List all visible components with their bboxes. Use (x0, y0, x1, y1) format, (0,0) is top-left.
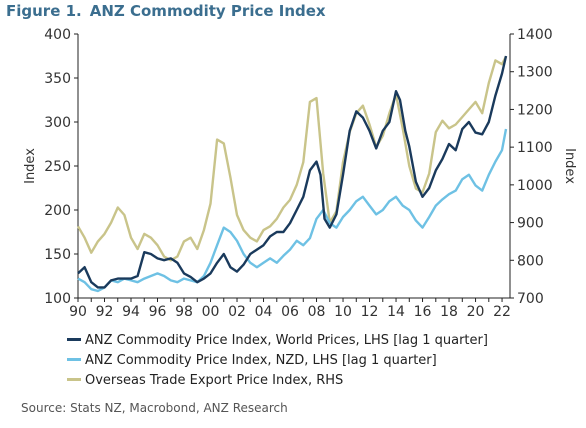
x-tick-label: 98 (175, 304, 193, 320)
series-line-export (76, 56, 508, 262)
x-tick-label: 10 (334, 304, 352, 320)
y-right-tick-label: 1300 (517, 65, 553, 81)
x-tick-label: 06 (281, 304, 299, 320)
y-right-axis-label: Index (562, 148, 577, 184)
x-tick-label: 16 (414, 304, 432, 320)
legend: ANZ Commodity Price Index, World Prices,… (67, 331, 488, 391)
chart-series (76, 55, 508, 293)
y-left-axis-label: Index (23, 148, 38, 184)
legend-swatch-export (67, 378, 81, 381)
legend-label-export: Overseas Trade Export Price Index, RHS (85, 373, 344, 388)
chart-axes: 1001502002503003504007008009001000110012… (44, 27, 552, 320)
y-right-tick-label: 1400 (517, 27, 553, 43)
legend-item-export: Overseas Trade Export Price Index, RHS (67, 371, 488, 391)
x-tick-label: 90 (69, 304, 87, 320)
y-left-tick-label: 100 (44, 291, 71, 307)
x-tick-label: 12 (361, 304, 379, 320)
y-left-tick-label: 250 (44, 159, 71, 175)
y-right-tick-label: 700 (517, 291, 544, 307)
y-left-tick-label: 150 (44, 247, 71, 263)
series-line-nzd (77, 128, 508, 293)
series-line-world (77, 55, 508, 289)
figure-title: Figure 1. ANZ Commodity Price Index (6, 2, 326, 20)
legend-label-world: ANZ Commodity Price Index, World Prices,… (85, 333, 488, 348)
x-tick-label: 08 (308, 304, 326, 320)
x-tick-label: 20 (467, 304, 485, 320)
y-left-tick-label: 200 (44, 203, 71, 219)
x-tick-label: 18 (440, 304, 458, 320)
x-tick-label: 94 (122, 304, 140, 320)
source-note: Source: Stats NZ, Macrobond, ANZ Researc… (21, 401, 288, 415)
y-right-tick-label: 1000 (517, 178, 553, 194)
y-right-tick-label: 800 (517, 253, 544, 269)
x-tick-label: 04 (255, 304, 273, 320)
x-tick-label: 14 (387, 304, 405, 320)
y-left-tick-label: 350 (44, 71, 71, 87)
figure-title-text: ANZ Commodity Price Index (89, 2, 326, 20)
y-left-tick-label: 400 (44, 27, 71, 43)
legend-item-world: ANZ Commodity Price Index, World Prices,… (67, 331, 488, 351)
legend-swatch-world (67, 338, 81, 341)
legend-swatch-nzd (67, 358, 81, 361)
figure-number: Figure 1. (6, 2, 82, 20)
legend-item-nzd: ANZ Commodity Price Index, NZD, LHS [lag… (67, 351, 488, 371)
x-tick-label: 22 (493, 304, 511, 320)
y-right-tick-label: 1100 (517, 140, 553, 156)
legend-label-nzd: ANZ Commodity Price Index, NZD, LHS [lag… (85, 353, 437, 368)
x-tick-label: 92 (96, 304, 114, 320)
x-tick-label: 00 (202, 304, 220, 320)
x-tick-label: 02 (228, 304, 246, 320)
x-tick-label: 96 (149, 304, 167, 320)
y-left-tick-label: 300 (44, 115, 71, 131)
y-right-tick-label: 1200 (517, 102, 553, 118)
y-right-tick-label: 900 (517, 216, 544, 232)
